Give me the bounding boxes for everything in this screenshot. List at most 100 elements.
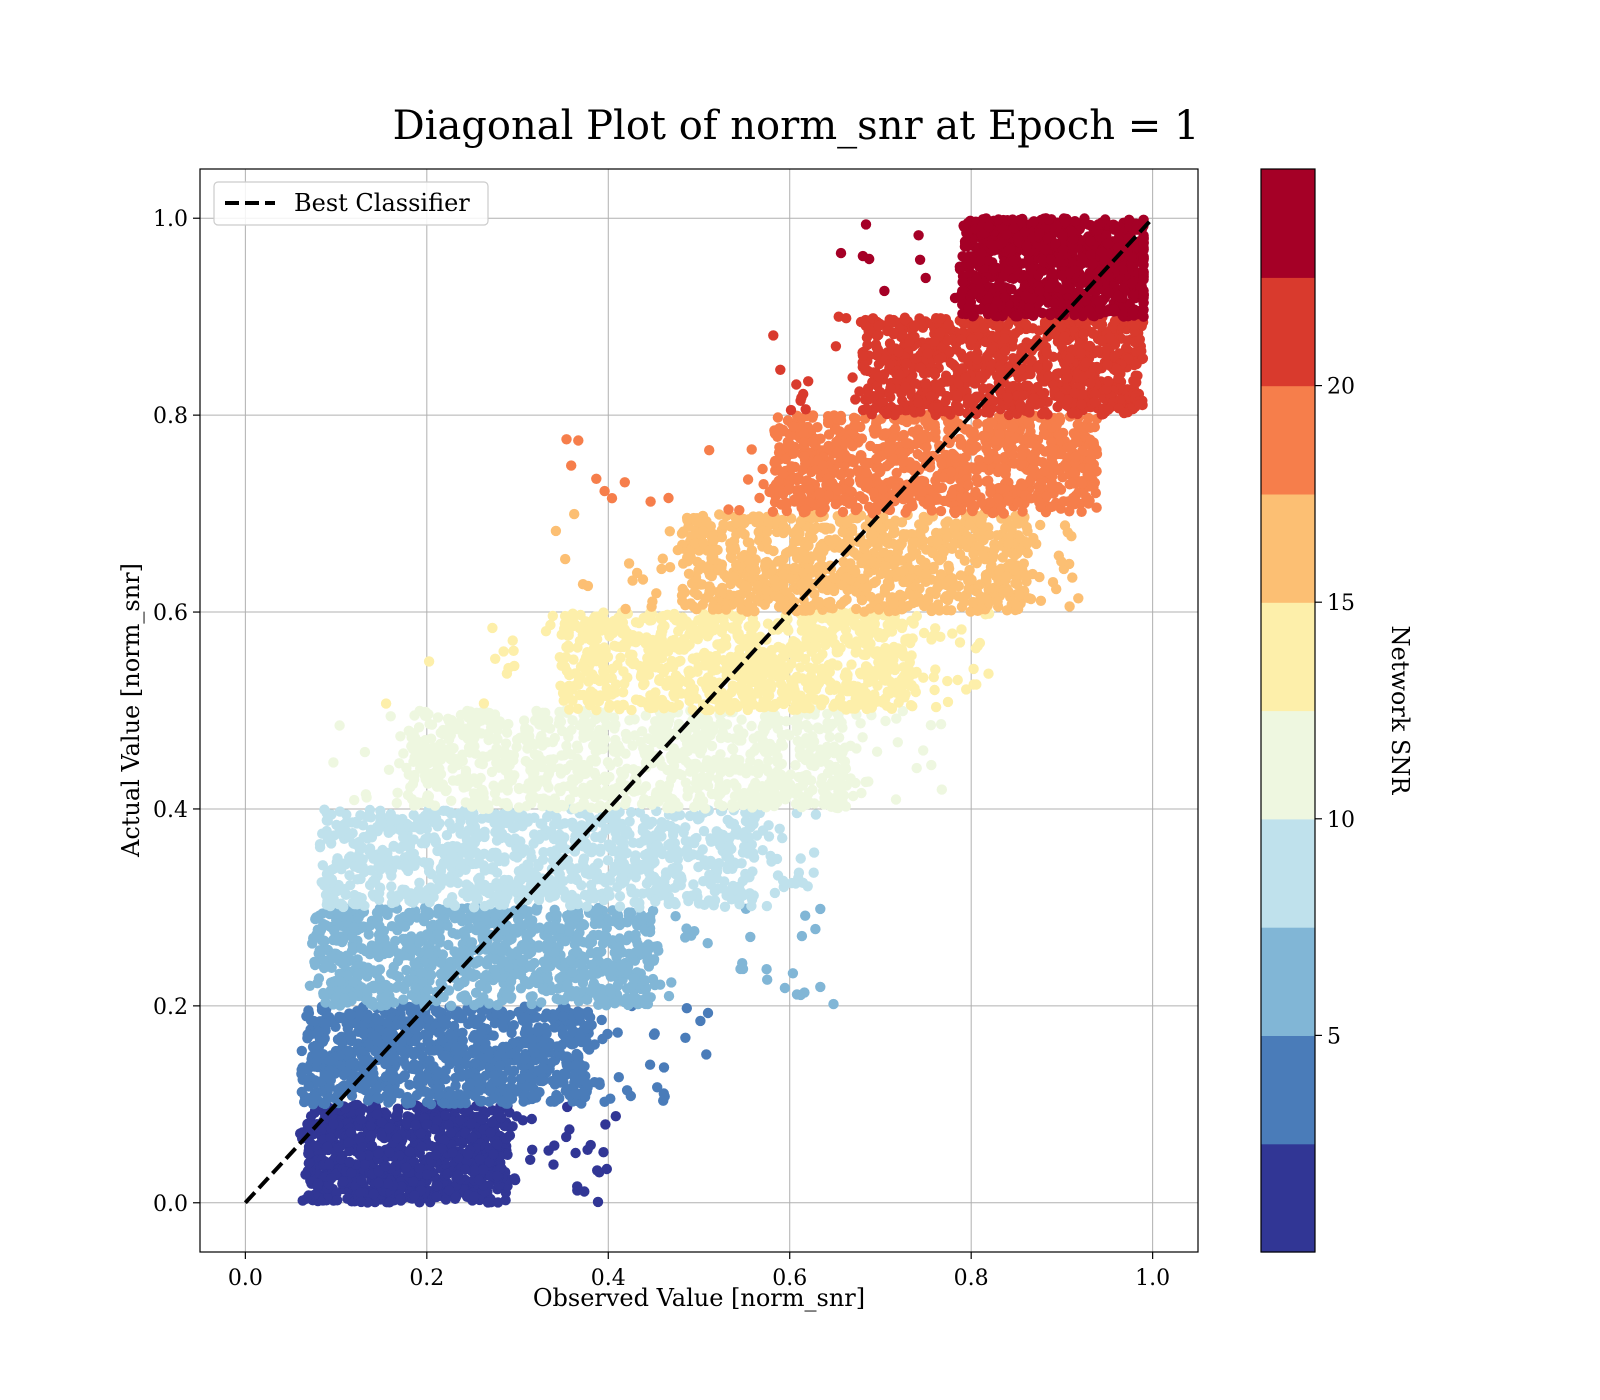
scatter-point bbox=[583, 723, 595, 735]
scatter-point bbox=[430, 756, 441, 767]
scatter-point bbox=[474, 997, 485, 1008]
scatter-point bbox=[336, 936, 348, 948]
scatter-point bbox=[390, 982, 402, 993]
scatter-point bbox=[309, 1091, 320, 1102]
scatter-point bbox=[345, 1032, 357, 1044]
scatter-point bbox=[695, 1015, 706, 1027]
scatter-point bbox=[594, 918, 605, 929]
scatter-point bbox=[708, 860, 719, 871]
scatter-point bbox=[408, 1059, 420, 1070]
scatter-point bbox=[739, 832, 750, 843]
scatter-point bbox=[423, 857, 435, 869]
scatter-point bbox=[680, 1032, 691, 1044]
scatter-point bbox=[585, 969, 597, 980]
scatter-point bbox=[683, 758, 694, 769]
scatter-point bbox=[795, 853, 806, 864]
scatter-point bbox=[401, 964, 412, 976]
scatter-point bbox=[303, 1081, 314, 1092]
scatter-point bbox=[355, 1150, 367, 1162]
scatter-point bbox=[473, 1174, 485, 1186]
scatter-point bbox=[415, 1071, 426, 1083]
scatter-point bbox=[706, 836, 717, 847]
scatter-point bbox=[439, 1135, 450, 1146]
scatter-point bbox=[794, 744, 805, 755]
scatter-point bbox=[488, 1070, 500, 1081]
scatter-point bbox=[564, 794, 576, 805]
scatter-point bbox=[486, 1117, 498, 1128]
scatter-point bbox=[383, 947, 395, 959]
scatter-point bbox=[667, 863, 678, 874]
scatter-point bbox=[511, 1111, 522, 1122]
scatter-point bbox=[608, 746, 620, 757]
scatter-point bbox=[563, 731, 574, 743]
scatter-point bbox=[643, 887, 654, 898]
scatter-point bbox=[445, 1127, 457, 1138]
scatter-point bbox=[502, 1149, 513, 1161]
scatter-point bbox=[620, 748, 631, 759]
scatter-point bbox=[549, 793, 560, 804]
scatter-point bbox=[420, 706, 431, 718]
scatter-point bbox=[774, 823, 785, 834]
scatter-point bbox=[521, 871, 532, 883]
scatter-point bbox=[637, 822, 649, 834]
scatter-point bbox=[336, 864, 347, 875]
scatter-point bbox=[630, 929, 641, 940]
scatter-point bbox=[344, 1145, 355, 1157]
scatter-point bbox=[320, 889, 332, 901]
scatter-point bbox=[323, 1069, 335, 1081]
scatter-point bbox=[386, 881, 397, 892]
scatter-point bbox=[534, 719, 545, 730]
scatter-point bbox=[442, 1168, 453, 1180]
scatter-point bbox=[576, 880, 587, 891]
scatter-point bbox=[395, 1193, 406, 1205]
scatter-point bbox=[526, 852, 537, 863]
scatter-point bbox=[320, 1018, 331, 1030]
scatter-point bbox=[507, 1121, 518, 1132]
scatter-point bbox=[540, 962, 552, 974]
scatter-point bbox=[702, 1007, 714, 1019]
scatter-point bbox=[751, 830, 763, 841]
scatter-point bbox=[371, 1109, 383, 1120]
scatter-point bbox=[608, 712, 620, 723]
scatter-point bbox=[561, 763, 572, 775]
scatter-point bbox=[469, 901, 480, 913]
scatter-point bbox=[444, 1185, 455, 1196]
scatter-point bbox=[431, 1191, 442, 1203]
scatter-point bbox=[747, 802, 758, 813]
scatter-point bbox=[652, 1082, 663, 1093]
scatter-point bbox=[520, 940, 531, 951]
scatter-point bbox=[473, 956, 484, 968]
scatter-point bbox=[383, 1026, 394, 1038]
scatter-point bbox=[400, 1162, 412, 1173]
scatter-point bbox=[466, 1118, 477, 1129]
scatter-point bbox=[561, 1051, 573, 1062]
scatter-point bbox=[422, 1031, 434, 1042]
scatter-point bbox=[464, 1080, 475, 1091]
scatter-point bbox=[373, 1177, 384, 1189]
scatter-point bbox=[401, 1117, 412, 1128]
scatter-point bbox=[815, 744, 826, 755]
scatter-point bbox=[658, 1088, 669, 1099]
scatter-point bbox=[582, 1006, 594, 1018]
scatter-point bbox=[308, 1015, 319, 1027]
scatter-point bbox=[533, 750, 544, 761]
scatter-point bbox=[401, 840, 412, 851]
scatter-point bbox=[369, 1030, 381, 1042]
scatter-point bbox=[328, 925, 340, 937]
scatter-point bbox=[355, 1114, 367, 1125]
scatter-point bbox=[433, 771, 444, 782]
scatter-point bbox=[641, 991, 653, 1002]
scatter-point bbox=[553, 718, 565, 729]
scatter-point bbox=[395, 731, 406, 742]
scatter-point bbox=[359, 1159, 370, 1170]
scatter-point bbox=[666, 754, 677, 765]
scatter-point bbox=[698, 730, 709, 741]
scatter-point bbox=[482, 728, 494, 739]
scatter-point bbox=[591, 906, 602, 917]
scatter-point bbox=[457, 1027, 468, 1039]
scatter-point bbox=[554, 1093, 565, 1104]
scatter-point bbox=[594, 800, 606, 811]
scatter-point bbox=[409, 752, 420, 763]
scatter-point bbox=[803, 787, 815, 798]
scatter-point bbox=[485, 1127, 496, 1139]
